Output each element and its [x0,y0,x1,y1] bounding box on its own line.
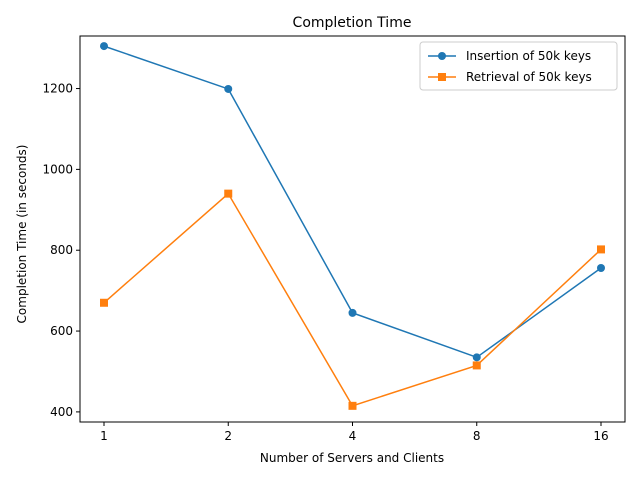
data-point [224,84,233,93]
legend-label: Insertion of 50k keys [466,49,591,63]
data-point [100,42,108,51]
data-point [348,401,357,410]
y-tick-label: 800 [50,243,73,257]
x-tick-label: 8 [473,429,481,443]
data-point [597,264,605,273]
y-tick-label: 600 [50,324,73,338]
y-tick-label: 1000 [42,162,73,176]
data-point [472,361,481,370]
y-tick-label: 1200 [42,82,73,96]
legend: Insertion of 50k keys Retrieval of 50k ke… [419,41,618,91]
data-point [597,245,605,254]
series-2 [100,189,605,410]
legend-marker [438,73,446,81]
y-axis: 400 600 800 1000 1200 [42,82,80,419]
legend-marker [438,52,446,60]
x-tick-label: 2 [224,429,232,443]
y-axis-title: Completion Time (in seconds) [15,145,29,324]
data-point [224,189,233,198]
data-point [472,353,481,362]
legend-entry: Retrieval of 50k keys [428,70,592,84]
legend-label: Retrieval of 50k keys [466,70,592,84]
data-point [348,308,357,317]
x-tick-label: 16 [593,429,608,443]
series-layer [100,42,605,410]
x-axis-title: Number of Servers and Clients [260,451,444,465]
chart-title: Completion Time [293,15,412,31]
legend-entry: Insertion of 50k keys [428,49,591,63]
x-tick-label: 1 [100,429,108,443]
y-tick-label: 400 [50,405,73,419]
x-tick-label: 4 [349,429,357,443]
legend-box [419,41,618,91]
x-axis: 1 2 4 8 16 [100,422,609,443]
data-point [100,298,108,307]
